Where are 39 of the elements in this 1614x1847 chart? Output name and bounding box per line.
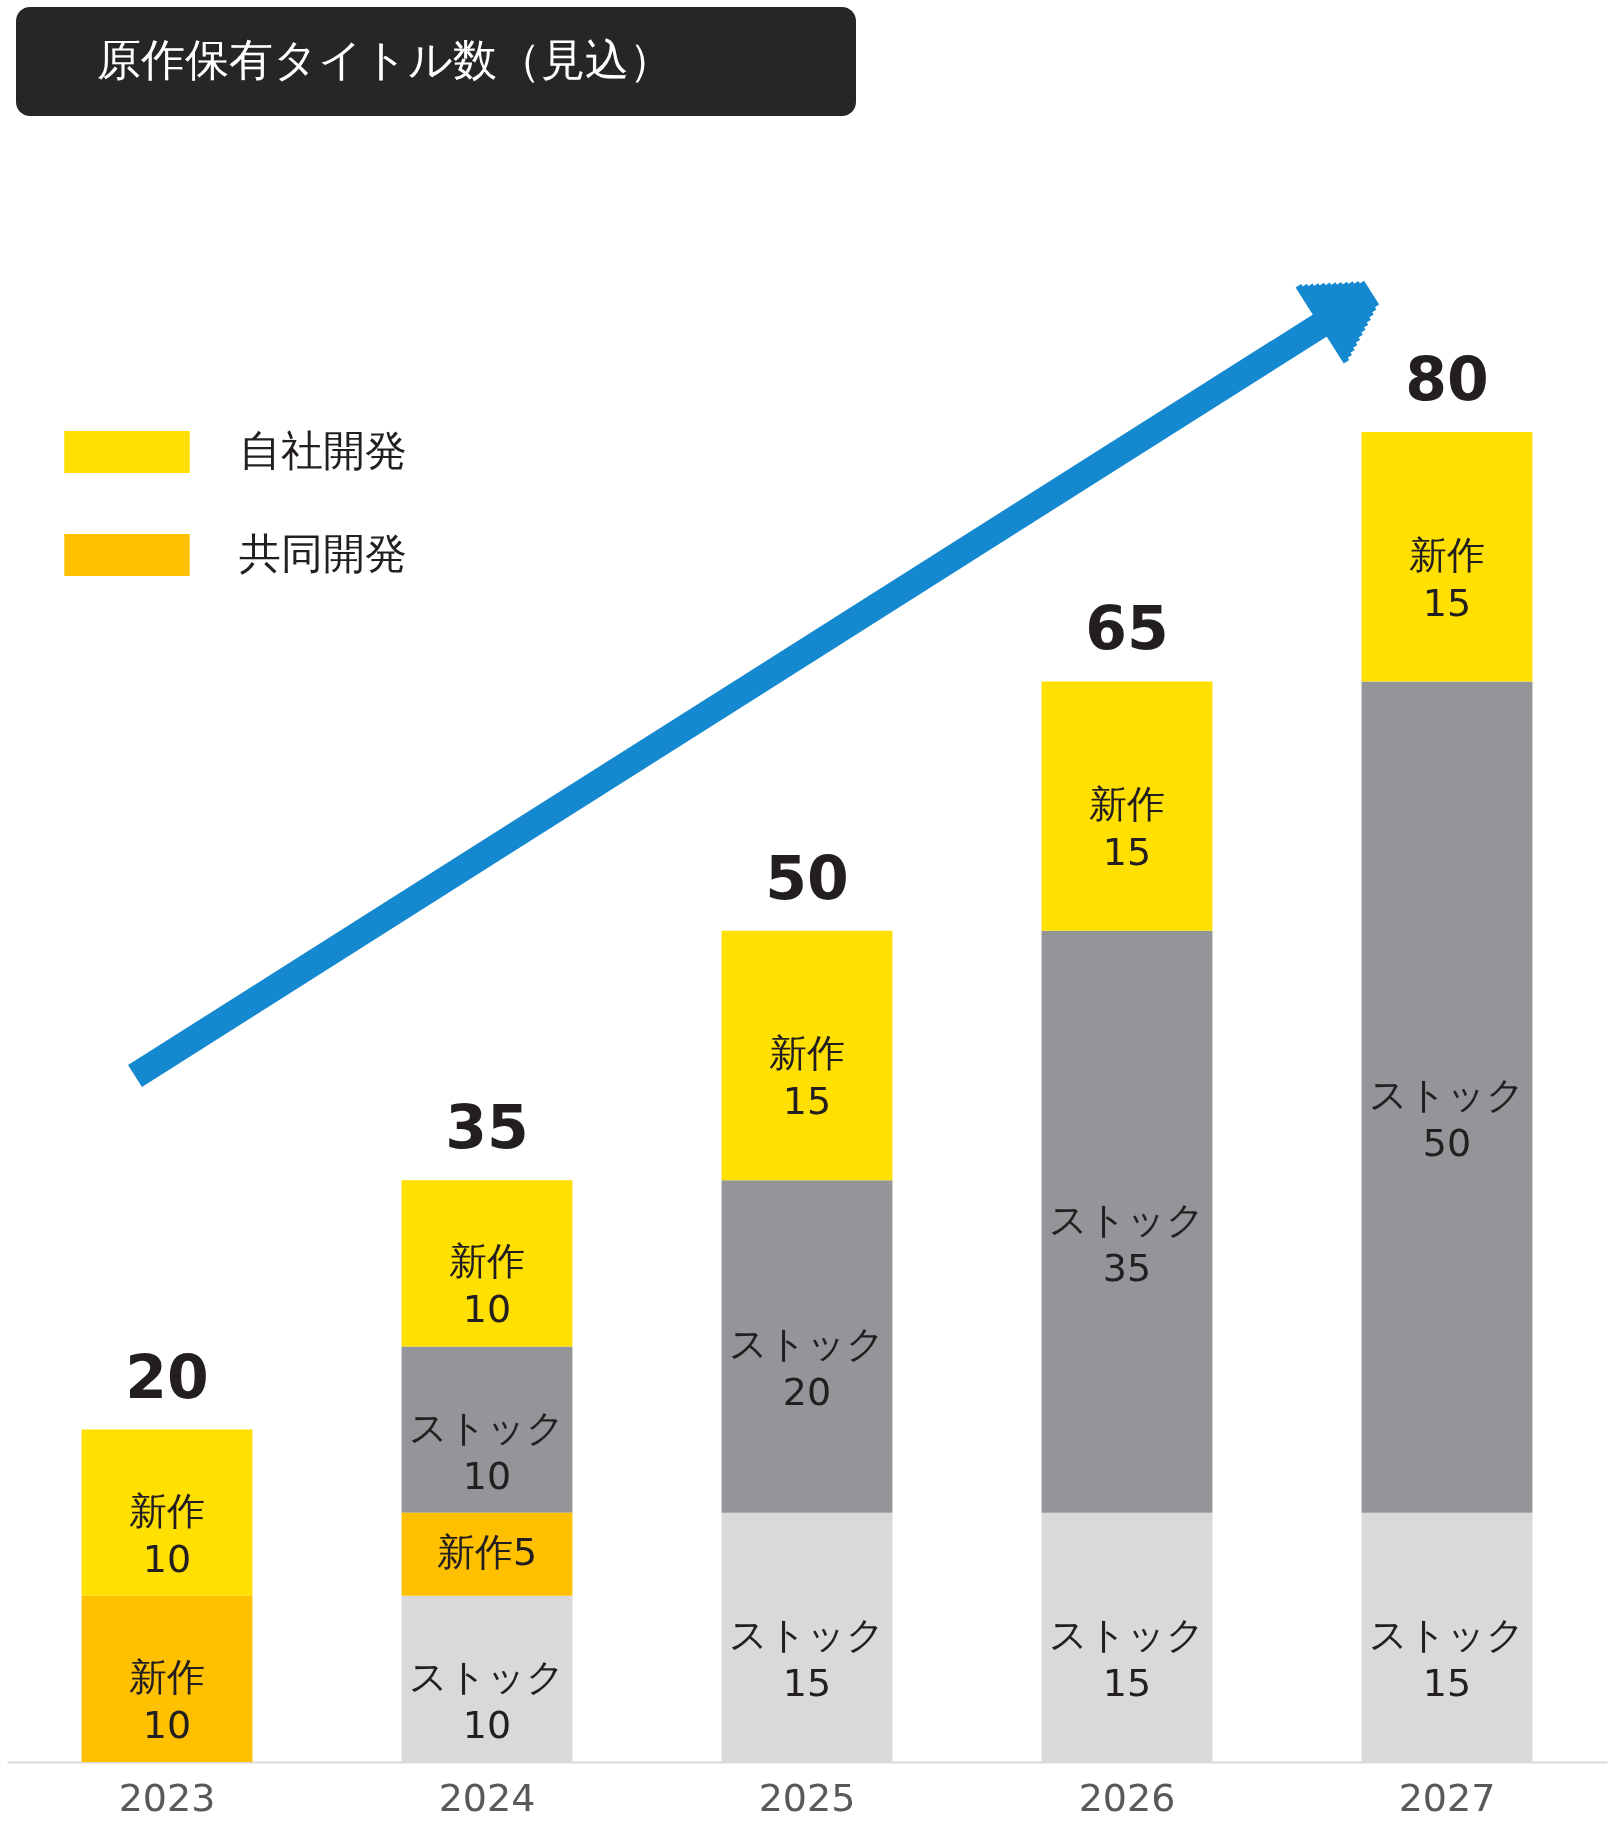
bar bbox=[401, 1180, 573, 1347]
data-label: ストック 10 bbox=[409, 1654, 565, 1747]
total-label: 20 bbox=[125, 1341, 209, 1412]
data-label: 新作5 bbox=[436, 1530, 538, 1575]
data-label: ストック 10 bbox=[409, 1405, 565, 1498]
bar bbox=[1041, 930, 1213, 1513]
bar bbox=[721, 1180, 893, 1513]
x-tick-label: 2025 bbox=[758, 1775, 856, 1820]
bar bbox=[81, 1429, 253, 1596]
data-label: 新作 10 bbox=[129, 1654, 205, 1747]
bar bbox=[1361, 432, 1533, 682]
data-label: 新作 15 bbox=[1089, 782, 1165, 875]
data-label: 新作 10 bbox=[449, 1239, 525, 1332]
data-label: 新作 15 bbox=[769, 1031, 845, 1124]
legend-label: 自社開発 bbox=[239, 426, 407, 475]
x-tick-label: 2026 bbox=[1078, 1775, 1176, 1820]
bar bbox=[401, 1346, 573, 1513]
x-tick-label: 2023 bbox=[118, 1775, 216, 1820]
x-tick-label: 2024 bbox=[438, 1775, 536, 1820]
bar bbox=[81, 1595, 253, 1762]
legend-label: 共同開発 bbox=[239, 529, 407, 578]
total-label: 80 bbox=[1405, 344, 1489, 414]
data-label: 新作 15 bbox=[1409, 532, 1485, 625]
data-label: ストック 20 bbox=[729, 1322, 885, 1415]
bar bbox=[721, 930, 893, 1181]
chart-title: 原作保有タイトル数（見込） bbox=[97, 34, 673, 85]
data-label: ストック 15 bbox=[1049, 1613, 1205, 1706]
bar bbox=[1041, 681, 1213, 931]
total-label: 65 bbox=[1085, 593, 1169, 664]
total-label: 35 bbox=[445, 1092, 529, 1163]
data-label: ストック 50 bbox=[1369, 1073, 1525, 1165]
data-label: ストック 15 bbox=[729, 1613, 885, 1706]
bar bbox=[401, 1512, 573, 1596]
data-label: ストック 15 bbox=[1369, 1613, 1525, 1706]
data-label: ストック 35 bbox=[1049, 1197, 1205, 1290]
bar bbox=[1361, 681, 1533, 1513]
total-label: 50 bbox=[765, 842, 849, 913]
x-tick-label: 2027 bbox=[1398, 1775, 1496, 1820]
data-label: 新作 10 bbox=[129, 1488, 205, 1581]
